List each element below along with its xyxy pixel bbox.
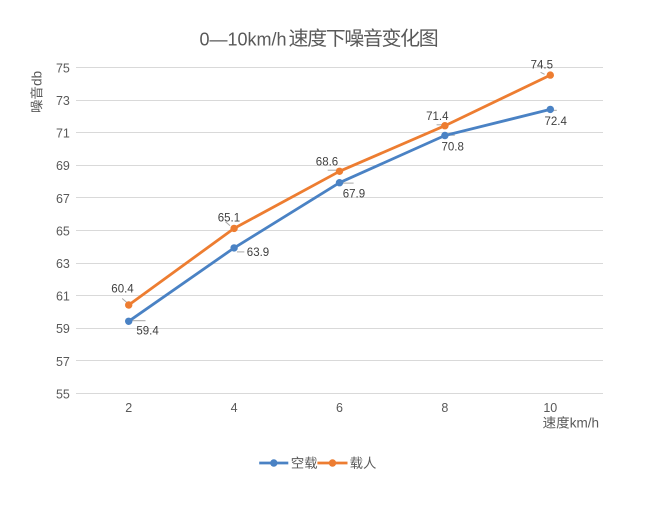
svg-text:59.4: 59.4 <box>136 325 159 337</box>
svg-text:65: 65 <box>56 224 70 238</box>
svg-text:73: 73 <box>56 94 70 108</box>
svg-text:0—10km/h: 0—10km/h <box>200 30 287 50</box>
svg-text:63.9: 63.9 <box>247 247 269 259</box>
svg-text:65.1: 65.1 <box>218 212 240 224</box>
svg-text:8: 8 <box>441 401 448 415</box>
svg-text:67.9: 67.9 <box>343 189 365 201</box>
svg-text:68.6: 68.6 <box>316 156 338 168</box>
svg-text:70.8: 70.8 <box>442 141 464 153</box>
svg-text:63: 63 <box>56 257 70 271</box>
svg-text:67: 67 <box>56 192 70 206</box>
svg-text:74.5: 74.5 <box>531 60 553 72</box>
svg-text:71.4: 71.4 <box>426 111 449 123</box>
svg-text:59: 59 <box>56 322 70 336</box>
svg-text:72.4: 72.4 <box>545 116 568 128</box>
svg-text:71: 71 <box>56 127 70 141</box>
svg-text:10: 10 <box>543 401 557 415</box>
svg-text:4: 4 <box>231 401 238 415</box>
svg-text:db: db <box>30 71 45 86</box>
svg-text:75: 75 <box>56 61 70 75</box>
svg-text:57: 57 <box>56 355 70 369</box>
svg-text:69: 69 <box>56 159 70 173</box>
svg-text:6: 6 <box>336 401 343 415</box>
svg-text:2: 2 <box>125 401 132 415</box>
svg-text:55: 55 <box>56 387 70 401</box>
svg-text:60.4: 60.4 <box>111 284 134 296</box>
svg-text:km/h: km/h <box>570 416 599 431</box>
svg-text:61: 61 <box>56 290 70 304</box>
